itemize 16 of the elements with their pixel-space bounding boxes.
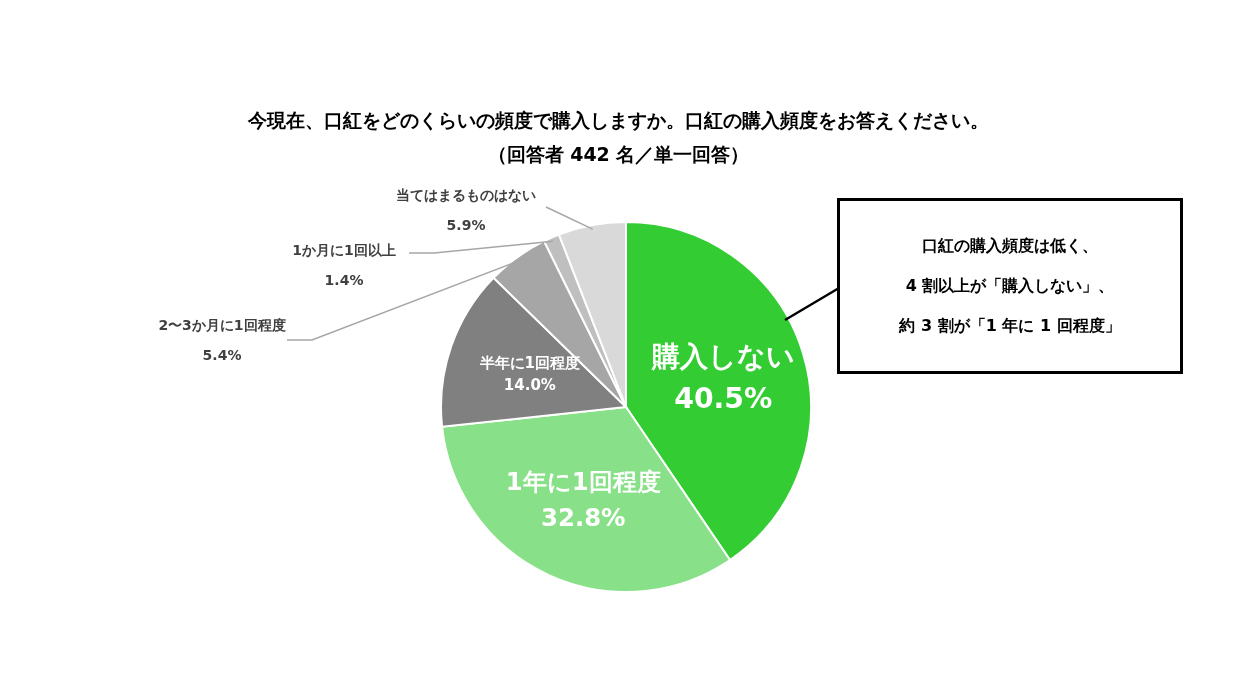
slice-label: 当てはまるものはない [396, 187, 536, 203]
data-label: 5.4% [202, 347, 242, 363]
data-label: 1.4% [324, 272, 364, 288]
slice-label: 1年に1回程度 [505, 466, 661, 496]
data-label: 32.8% [540, 503, 626, 533]
data-label: 14.0% [503, 376, 556, 395]
text: 約 3 割が「1 年に 1 回程度」 [899, 315, 1121, 337]
chart-title: 今現在、口紅をどのくらいの頻度で購入しますか。口紅の購入頻度をお答えください。 [247, 108, 990, 133]
text: 口紅の購入頻度は低く、 [922, 235, 1098, 257]
text: 4 割以上が「購入しない」、 [905, 275, 1115, 297]
slice-label: 1か月に1回以上 [292, 242, 396, 258]
data-label: 40.5% [674, 382, 773, 416]
data-label: 5.9% [446, 217, 486, 233]
chart-subtitle: （回答者 442 名／単一回答） [486, 142, 751, 167]
slice-label: 2〜3か月に1回程度 [158, 317, 286, 333]
slice-label: 購入しない [650, 339, 795, 373]
